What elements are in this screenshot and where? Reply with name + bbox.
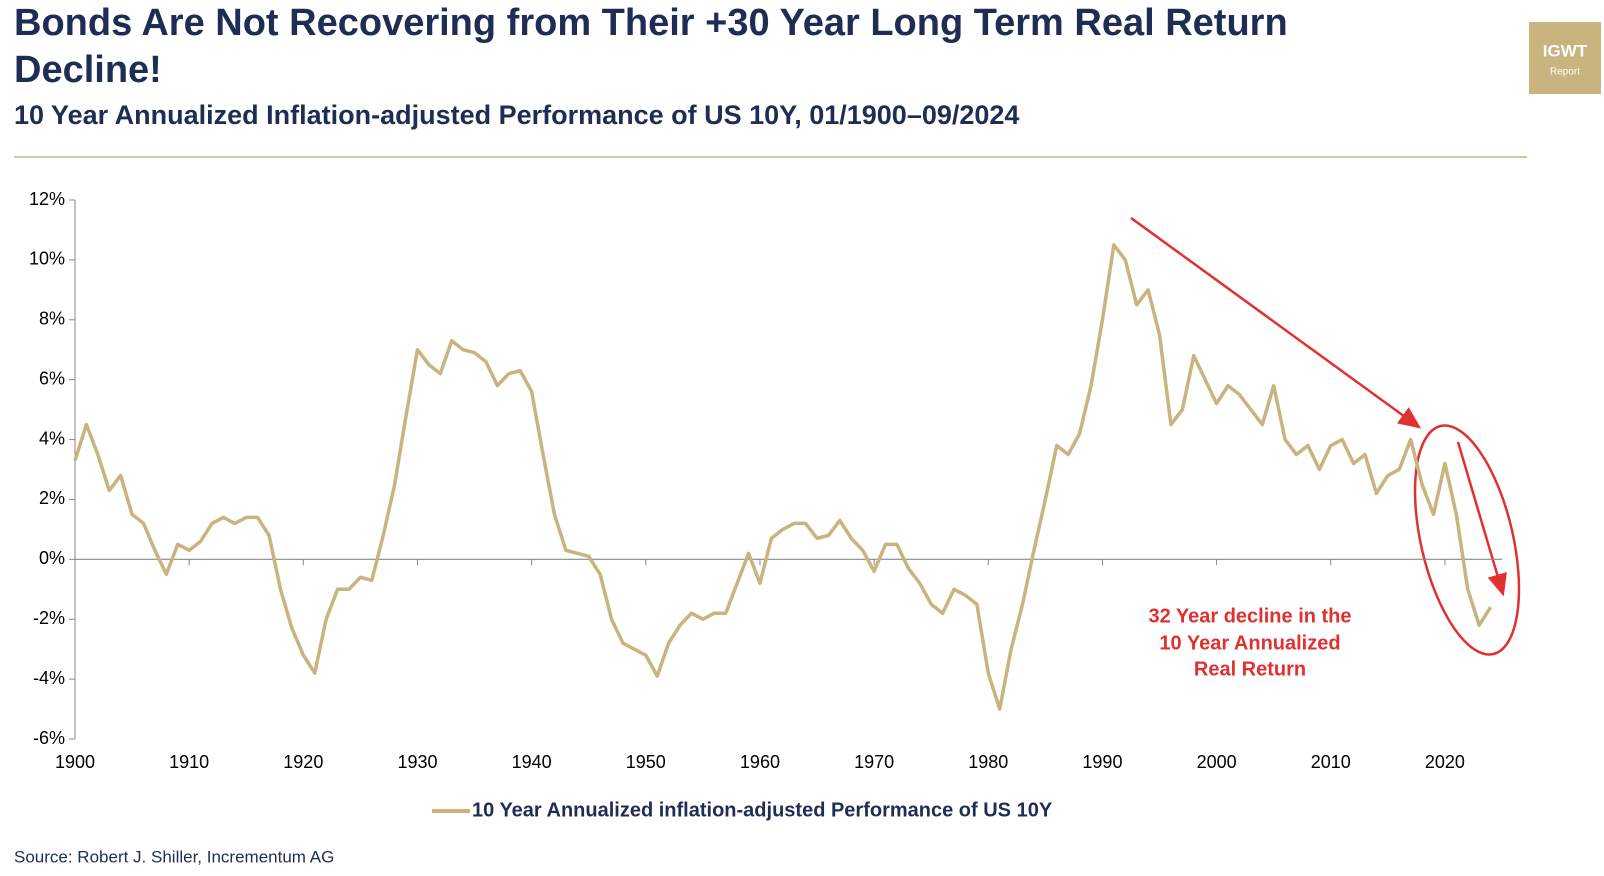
annotation: 32 Year decline in the [1148,605,1351,627]
x-tick-label: 1940 [512,752,552,772]
x-tick-label: 1970 [854,752,894,772]
x-tick-label: 1930 [397,752,437,772]
y-tick-label: 12% [29,189,65,209]
y-tick-label: 6% [39,368,65,388]
x-tick-label: 1920 [283,752,323,772]
x-tick-label: 1900 [55,752,95,772]
logo-sub: Report [1550,67,1580,78]
x-tick-label: 1960 [740,752,780,772]
source: Source: Robert J. Shiller, Incrementum A… [14,847,334,866]
y-tick-label: -6% [33,728,65,748]
logo [1529,22,1601,94]
chart-title: Bonds Are Not Recovering from Their +30 … [14,2,1288,44]
x-tick-label: 1950 [626,752,666,772]
logo-text: IGWT [1543,41,1588,60]
annotation: 10 Year Annualized [1159,632,1340,654]
chart-title: Decline! [14,49,162,91]
y-tick-label: 2% [39,488,65,508]
trend-arrow [1130,216,1422,429]
y-tick-label: 4% [39,428,65,448]
data-line [73,243,1493,711]
x-tick-label: 1980 [968,752,1008,772]
legend-label: 10 Year Annualized inflation-adjusted Pe… [472,799,1053,821]
y-tick-label: 8% [39,309,65,329]
x-tick-label: 2010 [1311,752,1351,772]
annotation: Real Return [1194,658,1306,680]
y-tick-label: -4% [33,668,65,688]
trend-arrow [1456,441,1507,597]
y-tick-label: 10% [29,249,65,269]
x-tick-label: 1910 [169,752,209,772]
x-tick-label: 2000 [1197,752,1237,772]
y-tick-label: 0% [39,548,65,568]
y-tick-label: -2% [33,608,65,628]
chart-subtitle: 10 Year Annualized Inflation-adjusted Pe… [14,100,1019,130]
x-tick-label: 1990 [1082,752,1122,772]
highlight-ellipse [1413,424,1521,656]
x-tick-label: 2020 [1425,752,1465,772]
